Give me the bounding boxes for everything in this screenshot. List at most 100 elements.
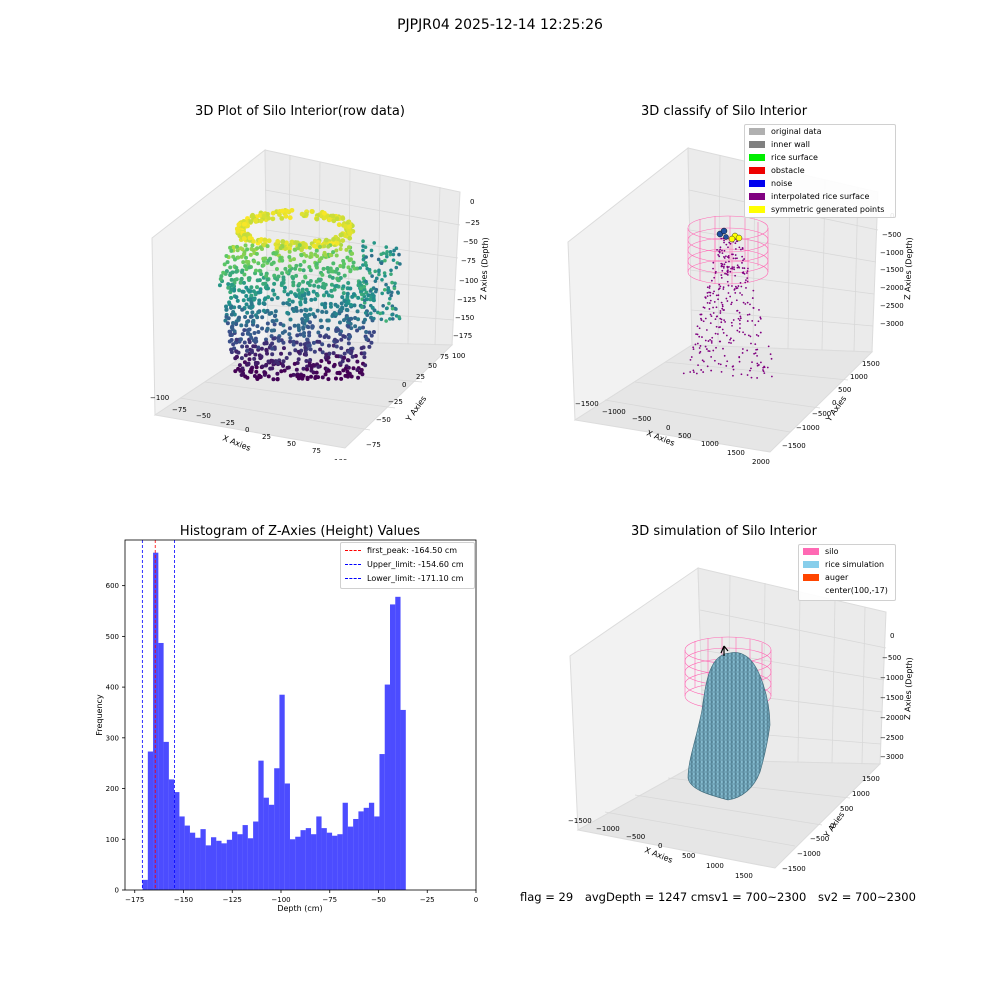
histogram-bar bbox=[305, 828, 312, 890]
rice-point bbox=[720, 370, 723, 373]
raw-point bbox=[312, 349, 317, 354]
rice-point bbox=[720, 276, 723, 279]
x-tick: 75 bbox=[312, 447, 321, 455]
raw-point bbox=[289, 207, 295, 213]
rice-point bbox=[756, 364, 759, 367]
z-tick: −2000 bbox=[880, 284, 904, 292]
raw-point bbox=[318, 333, 323, 338]
raw-point bbox=[301, 373, 306, 378]
rice-point bbox=[719, 246, 722, 249]
raw-point bbox=[232, 257, 237, 262]
raw-point bbox=[301, 268, 306, 273]
raw-point bbox=[247, 327, 252, 332]
raw-point bbox=[309, 297, 314, 302]
raw-point bbox=[305, 375, 310, 380]
raw-point bbox=[230, 327, 235, 332]
raw-point bbox=[237, 288, 242, 293]
raw-point bbox=[377, 272, 381, 277]
rice-point bbox=[731, 267, 734, 270]
raw-point bbox=[339, 301, 344, 306]
raw-point bbox=[337, 370, 342, 375]
raw-point bbox=[373, 269, 378, 274]
x-tick-label: −125 bbox=[223, 896, 242, 904]
rice-point bbox=[717, 298, 719, 301]
silo-wireframe bbox=[687, 215, 769, 285]
raw-point bbox=[390, 312, 394, 317]
raw-point bbox=[272, 328, 277, 333]
raw-point bbox=[294, 367, 299, 372]
rice-point bbox=[723, 249, 726, 252]
rice-point bbox=[713, 359, 716, 362]
x-tick-label: −150 bbox=[174, 896, 193, 904]
raw-point bbox=[274, 266, 279, 271]
raw-point bbox=[270, 359, 275, 364]
y-tick: 1000 bbox=[850, 373, 868, 381]
raw-point bbox=[303, 314, 308, 319]
histogram-legend: first_peak: -164.50 cm Upper_limit: -154.… bbox=[340, 542, 475, 589]
rice-point bbox=[756, 362, 759, 365]
raw-point bbox=[297, 243, 302, 248]
simulation-3d-plot[interactable]: −1500 −1000 −500 0 500 1000 1500 X Axies… bbox=[560, 550, 920, 880]
raw-point bbox=[300, 317, 305, 322]
rice-point bbox=[712, 349, 715, 352]
rice-point bbox=[721, 307, 724, 310]
rice-point bbox=[763, 366, 766, 369]
rice-point bbox=[746, 301, 749, 304]
rice-point bbox=[724, 272, 726, 275]
raw-point bbox=[254, 251, 259, 256]
raw-point bbox=[382, 271, 387, 275]
raw-point bbox=[245, 375, 250, 380]
raw-point bbox=[266, 258, 271, 263]
raw-point bbox=[320, 309, 325, 314]
raw-point bbox=[372, 316, 376, 321]
raw-point bbox=[256, 261, 261, 266]
rice-point bbox=[696, 342, 699, 345]
raw-point bbox=[229, 347, 234, 352]
raw-point bbox=[322, 244, 327, 249]
interpolated-rice-points bbox=[682, 237, 773, 379]
raw-point bbox=[390, 306, 395, 311]
raw-point bbox=[308, 278, 313, 283]
raw-point bbox=[392, 286, 397, 291]
x-tick: −500 bbox=[632, 415, 651, 423]
raw-point bbox=[362, 301, 367, 305]
raw-point bbox=[322, 335, 327, 340]
raw-point bbox=[327, 360, 332, 365]
raw-point bbox=[258, 356, 263, 361]
raw-3d-plot[interactable]: −100 −75 −50 −25 0 25 50 75 100 X Axies … bbox=[130, 130, 490, 460]
raw-point bbox=[256, 330, 261, 335]
raw-point bbox=[327, 217, 333, 222]
z-tick: −100 bbox=[459, 277, 478, 285]
raw-point bbox=[281, 359, 286, 364]
raw-point bbox=[291, 283, 296, 288]
raw-point bbox=[256, 310, 261, 315]
raw-point bbox=[288, 339, 293, 344]
raw-point bbox=[326, 293, 331, 298]
raw-point bbox=[273, 309, 278, 314]
rice-point bbox=[730, 321, 733, 324]
legend-label: inner wall bbox=[771, 140, 811, 149]
raw-point bbox=[279, 351, 284, 356]
raw-point bbox=[333, 284, 338, 289]
legend-label: noise bbox=[771, 179, 793, 188]
raw-point bbox=[363, 363, 368, 368]
raw-point bbox=[326, 335, 331, 340]
raw-point bbox=[386, 288, 391, 293]
raw-point bbox=[301, 279, 306, 284]
raw-point bbox=[266, 359, 271, 364]
y-tick: −500 bbox=[810, 835, 829, 843]
raw-point bbox=[362, 355, 367, 360]
raw-point bbox=[323, 372, 328, 377]
raw-point bbox=[334, 253, 339, 258]
histogram-bar bbox=[189, 832, 196, 890]
raw-point bbox=[276, 335, 281, 340]
rice-point bbox=[719, 285, 722, 288]
y-tick-label: 400 bbox=[106, 684, 119, 692]
rice-point bbox=[712, 261, 715, 264]
raw-point bbox=[261, 213, 267, 219]
histogram-chart[interactable]: −175 −150 −125 −100 −75 −50 −25 0 0 100 200 300 400… bbox=[80, 530, 490, 920]
rice-point bbox=[739, 292, 741, 294]
histogram-bar bbox=[205, 845, 211, 890]
rice-point bbox=[722, 332, 725, 334]
raw-point bbox=[245, 247, 250, 252]
